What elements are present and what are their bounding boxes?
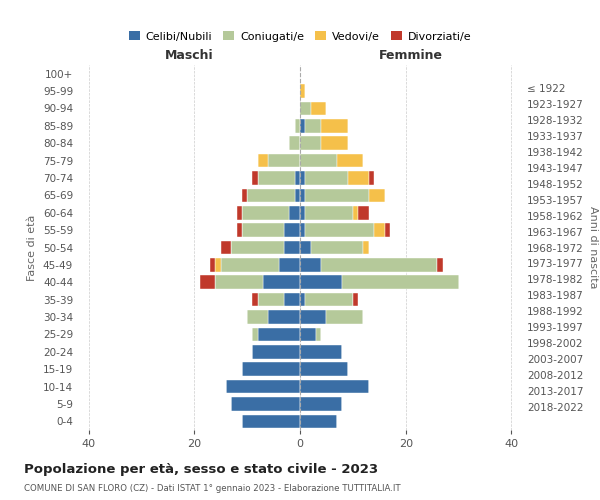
Bar bbox=[300, 414, 337, 428]
Text: COMUNE DI SAN FLORO (CZ) - Dati ISTAT 1° gennaio 2023 - Elaborazione TUTTITALIA.: COMUNE DI SAN FLORO (CZ) - Dati ISTAT 1°… bbox=[24, 484, 401, 493]
Bar bbox=[263, 276, 300, 289]
Bar bbox=[353, 206, 358, 220]
Bar bbox=[305, 206, 353, 220]
Bar bbox=[242, 206, 289, 220]
Bar bbox=[247, 310, 268, 324]
Bar bbox=[437, 258, 443, 272]
Bar bbox=[374, 224, 385, 237]
Text: Femmine: Femmine bbox=[379, 48, 443, 62]
Bar bbox=[347, 171, 369, 185]
Bar bbox=[300, 206, 305, 220]
Bar bbox=[284, 224, 300, 237]
Bar bbox=[321, 136, 347, 150]
Bar bbox=[300, 188, 305, 202]
Bar bbox=[284, 240, 300, 254]
Y-axis label: Anni di nascita: Anni di nascita bbox=[587, 206, 598, 289]
Bar bbox=[268, 154, 300, 168]
Bar bbox=[215, 276, 263, 289]
Bar bbox=[305, 293, 353, 306]
Bar bbox=[258, 154, 268, 168]
Bar bbox=[300, 310, 326, 324]
Bar bbox=[289, 206, 300, 220]
Text: Maschi: Maschi bbox=[164, 48, 214, 62]
Bar bbox=[305, 171, 347, 185]
Bar bbox=[242, 414, 300, 428]
Bar bbox=[221, 240, 231, 254]
Bar bbox=[300, 397, 342, 410]
Bar bbox=[289, 136, 300, 150]
Bar bbox=[300, 362, 347, 376]
Bar bbox=[300, 84, 305, 98]
Bar bbox=[385, 224, 390, 237]
Bar bbox=[221, 258, 279, 272]
Bar bbox=[311, 102, 326, 115]
Bar bbox=[242, 188, 247, 202]
Bar bbox=[300, 119, 305, 132]
Bar bbox=[311, 240, 364, 254]
Bar bbox=[305, 188, 369, 202]
Bar bbox=[305, 224, 374, 237]
Bar bbox=[258, 293, 284, 306]
Bar bbox=[295, 188, 300, 202]
Bar bbox=[305, 119, 321, 132]
Bar bbox=[253, 328, 258, 341]
Y-axis label: Fasce di età: Fasce di età bbox=[28, 214, 37, 280]
Bar bbox=[210, 258, 215, 272]
Bar bbox=[284, 293, 300, 306]
Bar bbox=[369, 171, 374, 185]
Bar bbox=[300, 136, 321, 150]
Bar bbox=[295, 171, 300, 185]
Bar bbox=[242, 362, 300, 376]
Bar bbox=[215, 258, 221, 272]
Bar bbox=[300, 154, 337, 168]
Bar bbox=[300, 224, 305, 237]
Bar bbox=[279, 258, 300, 272]
Bar bbox=[316, 328, 321, 341]
Bar bbox=[300, 276, 342, 289]
Bar bbox=[247, 188, 295, 202]
Bar bbox=[353, 293, 358, 306]
Bar bbox=[226, 380, 300, 394]
Bar bbox=[253, 293, 258, 306]
Bar bbox=[300, 240, 311, 254]
Bar bbox=[231, 240, 284, 254]
Bar bbox=[236, 224, 242, 237]
Bar bbox=[326, 310, 364, 324]
Bar bbox=[236, 206, 242, 220]
Bar bbox=[253, 345, 300, 358]
Bar bbox=[200, 276, 215, 289]
Bar bbox=[253, 171, 258, 185]
Bar bbox=[300, 293, 305, 306]
Bar bbox=[337, 154, 364, 168]
Bar bbox=[321, 258, 437, 272]
Bar bbox=[258, 171, 295, 185]
Bar bbox=[231, 397, 300, 410]
Bar bbox=[300, 328, 316, 341]
Bar bbox=[242, 224, 284, 237]
Bar bbox=[300, 171, 305, 185]
Legend: Celibi/Nubili, Coniugati/e, Vedovi/e, Divorziati/e: Celibi/Nubili, Coniugati/e, Vedovi/e, Di… bbox=[124, 27, 476, 46]
Bar bbox=[300, 102, 311, 115]
Bar bbox=[300, 345, 342, 358]
Bar bbox=[364, 240, 369, 254]
Bar bbox=[369, 188, 385, 202]
Bar bbox=[358, 206, 369, 220]
Bar bbox=[321, 119, 347, 132]
Bar bbox=[295, 119, 300, 132]
Bar bbox=[300, 380, 369, 394]
Text: Popolazione per età, sesso e stato civile - 2023: Popolazione per età, sesso e stato civil… bbox=[24, 462, 378, 475]
Bar bbox=[268, 310, 300, 324]
Bar bbox=[258, 328, 300, 341]
Bar bbox=[300, 258, 321, 272]
Bar bbox=[342, 276, 458, 289]
